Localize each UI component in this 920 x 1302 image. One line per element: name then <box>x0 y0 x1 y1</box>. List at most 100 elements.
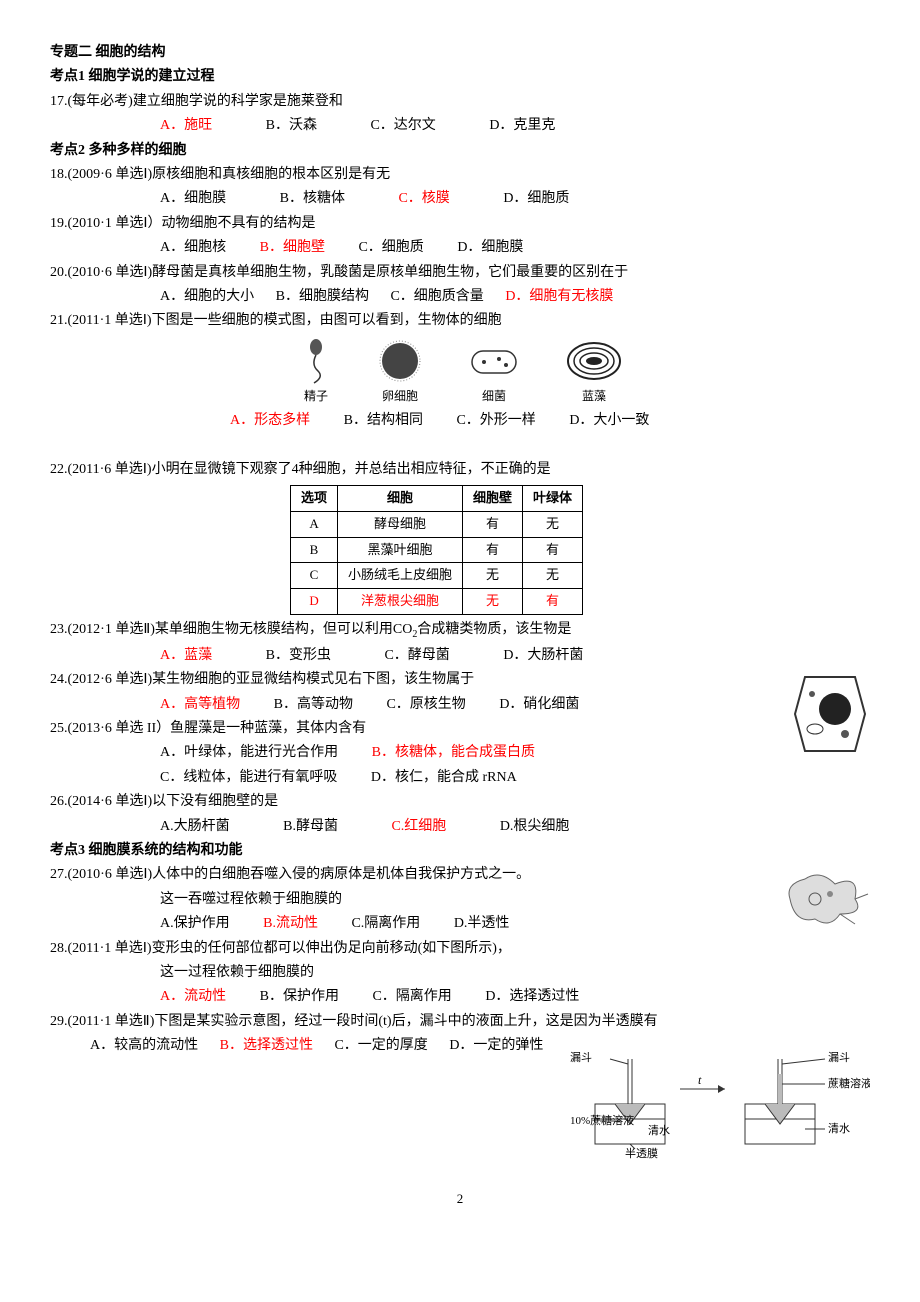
q18-opt-c: C．核膜 <box>398 188 449 210</box>
water-label-r: 清水 <box>828 1122 850 1135</box>
q19-options: A．细胞核 B．细胞壁 C．细胞质 D．细胞膜 <box>50 237 870 259</box>
plant-cell-figure <box>790 669 870 759</box>
q22-h3: 叶绿体 <box>523 486 583 512</box>
q22-r2c0: C <box>291 563 338 589</box>
q23-opt-c: C．酵母菌 <box>384 645 449 667</box>
q19-opt-a: A．细胞核 <box>160 237 226 259</box>
q18-options: A．细胞膜 B．核糖体 C．核膜 D．细胞质 <box>50 188 870 210</box>
funnel-label-r: 漏斗 <box>828 1051 850 1064</box>
q25-opt-c: C．线粒体，能进行有氧呼吸 <box>160 767 337 789</box>
q20-opt-b: B．细胞膜结构 <box>276 286 369 308</box>
water-label-l: 清水 <box>648 1124 670 1137</box>
keypoint-1-title: 考点1 细胞学说的建立过程 <box>50 66 870 88</box>
q29-opt-d: D．一定的弹性 <box>449 1035 543 1057</box>
q28-opt-a: A．流动性 <box>160 986 226 1008</box>
q22-r3c2: 无 <box>463 589 523 615</box>
q19-opt-c: C．细胞质 <box>358 237 423 259</box>
q17-opt-c: C．达尔文 <box>370 115 435 137</box>
q23-stem-a: 23.(2012·1 单选Ⅱ)某单细胞生物无核膜结构，但可以利用CO <box>50 622 412 637</box>
q22-h2: 细胞壁 <box>463 486 523 512</box>
cyano-icon <box>564 337 624 385</box>
topic-title: 专题二 细胞的结构 <box>50 42 870 64</box>
q25-options-row2: C．线粒体，能进行有氧呼吸 D．核仁，能合成 rRNA <box>50 767 870 789</box>
q27-opt-d: D.半透性 <box>454 913 510 935</box>
q17-opt-b: B．沃森 <box>266 115 317 137</box>
q27-opt-a: A.保护作用 <box>160 913 230 935</box>
sperm-icon <box>296 337 336 385</box>
bacteria-label: 细菌 <box>482 389 506 403</box>
q22-r1c2: 有 <box>463 537 523 563</box>
cyano-label: 蓝藻 <box>582 389 606 403</box>
q22-stem: 22.(2011·6 单选Ⅰ)小明在显微镜下观察了4种细胞，并总结出相应特征，不… <box>50 459 870 481</box>
sperm-cell-fig: 精子 <box>296 337 336 406</box>
q21-opt-b: B．结构相同 <box>344 410 423 432</box>
keypoint-3-title: 考点3 细胞膜系统的结构和功能 <box>50 840 870 862</box>
q27-stem2: 这一吞噬过程依赖于细胞膜的 <box>50 889 870 911</box>
q22-r2c2: 无 <box>463 563 523 589</box>
q20-opt-c: C．细胞质含量 <box>390 286 483 308</box>
q23-stem: 23.(2012·1 单选Ⅱ)某单细胞生物无核膜结构，但可以利用CO2合成糖类物… <box>50 619 870 643</box>
q25-opt-d: D．核仁，能合成 rRNA <box>371 767 517 789</box>
bacteria-cell-fig: 细菌 <box>464 337 524 406</box>
q23-options: A．蓝藻 B．变形虫 C．酵母菌 D．大肠杆菌 <box>50 645 870 667</box>
q22-r1c0: B <box>291 537 338 563</box>
q26-options: A.大肠杆菌 B.酵母菌 C.红细胞 D.根尖细胞 <box>50 816 870 838</box>
q18-opt-a: A．细胞膜 <box>160 188 226 210</box>
q22-r2c1: 小肠绒毛上皮细胞 <box>338 563 463 589</box>
egg-label: 卵细胞 <box>382 389 418 403</box>
q27-options: A.保护作用 B.流动性 C.隔离作用 D.半透性 <box>50 913 870 935</box>
page-number: 2 <box>50 1189 870 1210</box>
q22-h1: 细胞 <box>338 486 463 512</box>
q19-opt-b: B．细胞壁 <box>260 237 325 259</box>
q26-opt-b: B.酵母菌 <box>283 816 338 838</box>
q29-opt-b: B．选择透过性 <box>220 1035 313 1057</box>
keypoint-2-title: 考点2 多种多样的细胞 <box>50 140 870 162</box>
cyano-cell-fig: 蓝藻 <box>564 337 624 406</box>
q20-opt-a: A．细胞的大小 <box>160 286 254 308</box>
q21-options: A．形态多样 B．结构相同 C．外形一样 D．大小一致 <box>50 410 870 432</box>
amoeba-figure <box>780 864 870 934</box>
q23-opt-b: B．变形虫 <box>266 645 331 667</box>
q26-stem: 26.(2014·6 单选Ⅰ)以下没有细胞壁的是 <box>50 791 870 813</box>
q24-opt-a: A．高等植物 <box>160 694 240 716</box>
q19-stem: 19.(2010·1 单选Ⅰ）动物细胞不具有的结构是 <box>50 213 870 235</box>
q19-opt-d: D．细胞膜 <box>457 237 523 259</box>
q17-stem: 17.(每年必考)建立细胞学说的科学家是施莱登和 <box>50 91 870 113</box>
q25-opt-b: B．核糖体，能合成蛋白质 <box>372 742 535 764</box>
q18-opt-b: B．核糖体 <box>280 188 345 210</box>
q22-r1c1: 黑藻叶细胞 <box>338 537 463 563</box>
q26-opt-d: D.根尖细胞 <box>500 816 570 838</box>
q17-opt-a: A．施旺 <box>160 115 212 137</box>
q21-opt-c: C．外形一样 <box>456 410 535 432</box>
q25-stem: 25.(2013·6 单选 II）鱼腥藻是一种蓝藻，其体内含有 <box>50 718 870 740</box>
q24-opt-b: B．高等动物 <box>274 694 353 716</box>
sucrose-label-r: 蔗糖溶液 <box>828 1076 870 1090</box>
q24-options: A．高等植物 B．高等动物 C．原核生物 D．硝化细菌 <box>50 694 870 716</box>
q28-stem2: 这一过程依赖于细胞膜的 <box>50 962 870 984</box>
q17-opt-d: D．克里克 <box>489 115 555 137</box>
egg-icon <box>376 337 424 385</box>
q20-options: A．细胞的大小 B．细胞膜结构 C．细胞质含量 D．细胞有无核膜 <box>50 286 870 308</box>
q22-r1c3: 有 <box>523 537 583 563</box>
q28-opt-d: D．选择透过性 <box>485 986 579 1008</box>
egg-cell-fig: 卵细胞 <box>376 337 424 406</box>
q24-opt-d: D．硝化细菌 <box>499 694 579 716</box>
q22-r2c3: 无 <box>523 563 583 589</box>
q24-opt-c: C．原核生物 <box>386 694 465 716</box>
q24-stem: 24.(2012·6 单选Ⅰ)某生物细胞的亚显微结构模式见右下图，该生物属于 <box>50 669 870 691</box>
q22-r3c0: D <box>291 589 338 615</box>
q18-opt-d: D．细胞质 <box>503 188 569 210</box>
q28-options: A．流动性 B．保护作用 C．隔离作用 D．选择透过性 <box>50 986 870 1008</box>
bacteria-icon <box>464 337 524 385</box>
t-label: t <box>698 1073 702 1087</box>
q22-r3c1: 洋葱根尖细胞 <box>338 589 463 615</box>
q29-opt-a: A．较高的流动性 <box>90 1035 198 1057</box>
q22-r0c3: 无 <box>523 511 583 537</box>
q22-r3c3: 有 <box>523 589 583 615</box>
q21-figure: 精子 卵细胞 细菌 蓝藻 <box>50 337 870 406</box>
q23-opt-d: D．大肠杆菌 <box>503 645 583 667</box>
q25-options-row1: A．叶绿体，能进行光合作用 B．核糖体，能合成蛋白质 <box>50 742 870 764</box>
q21-stem: 21.(2011·1 单选Ⅰ)下图是一些细胞的模式图，由图可以看到，生物体的细胞 <box>50 310 870 332</box>
q27-stem1: 27.(2010·6 单选Ⅰ)人体中的白细胞吞噬入侵的病原体是机体自我保护方式之… <box>50 864 870 886</box>
q22-r0c0: A <box>291 511 338 537</box>
